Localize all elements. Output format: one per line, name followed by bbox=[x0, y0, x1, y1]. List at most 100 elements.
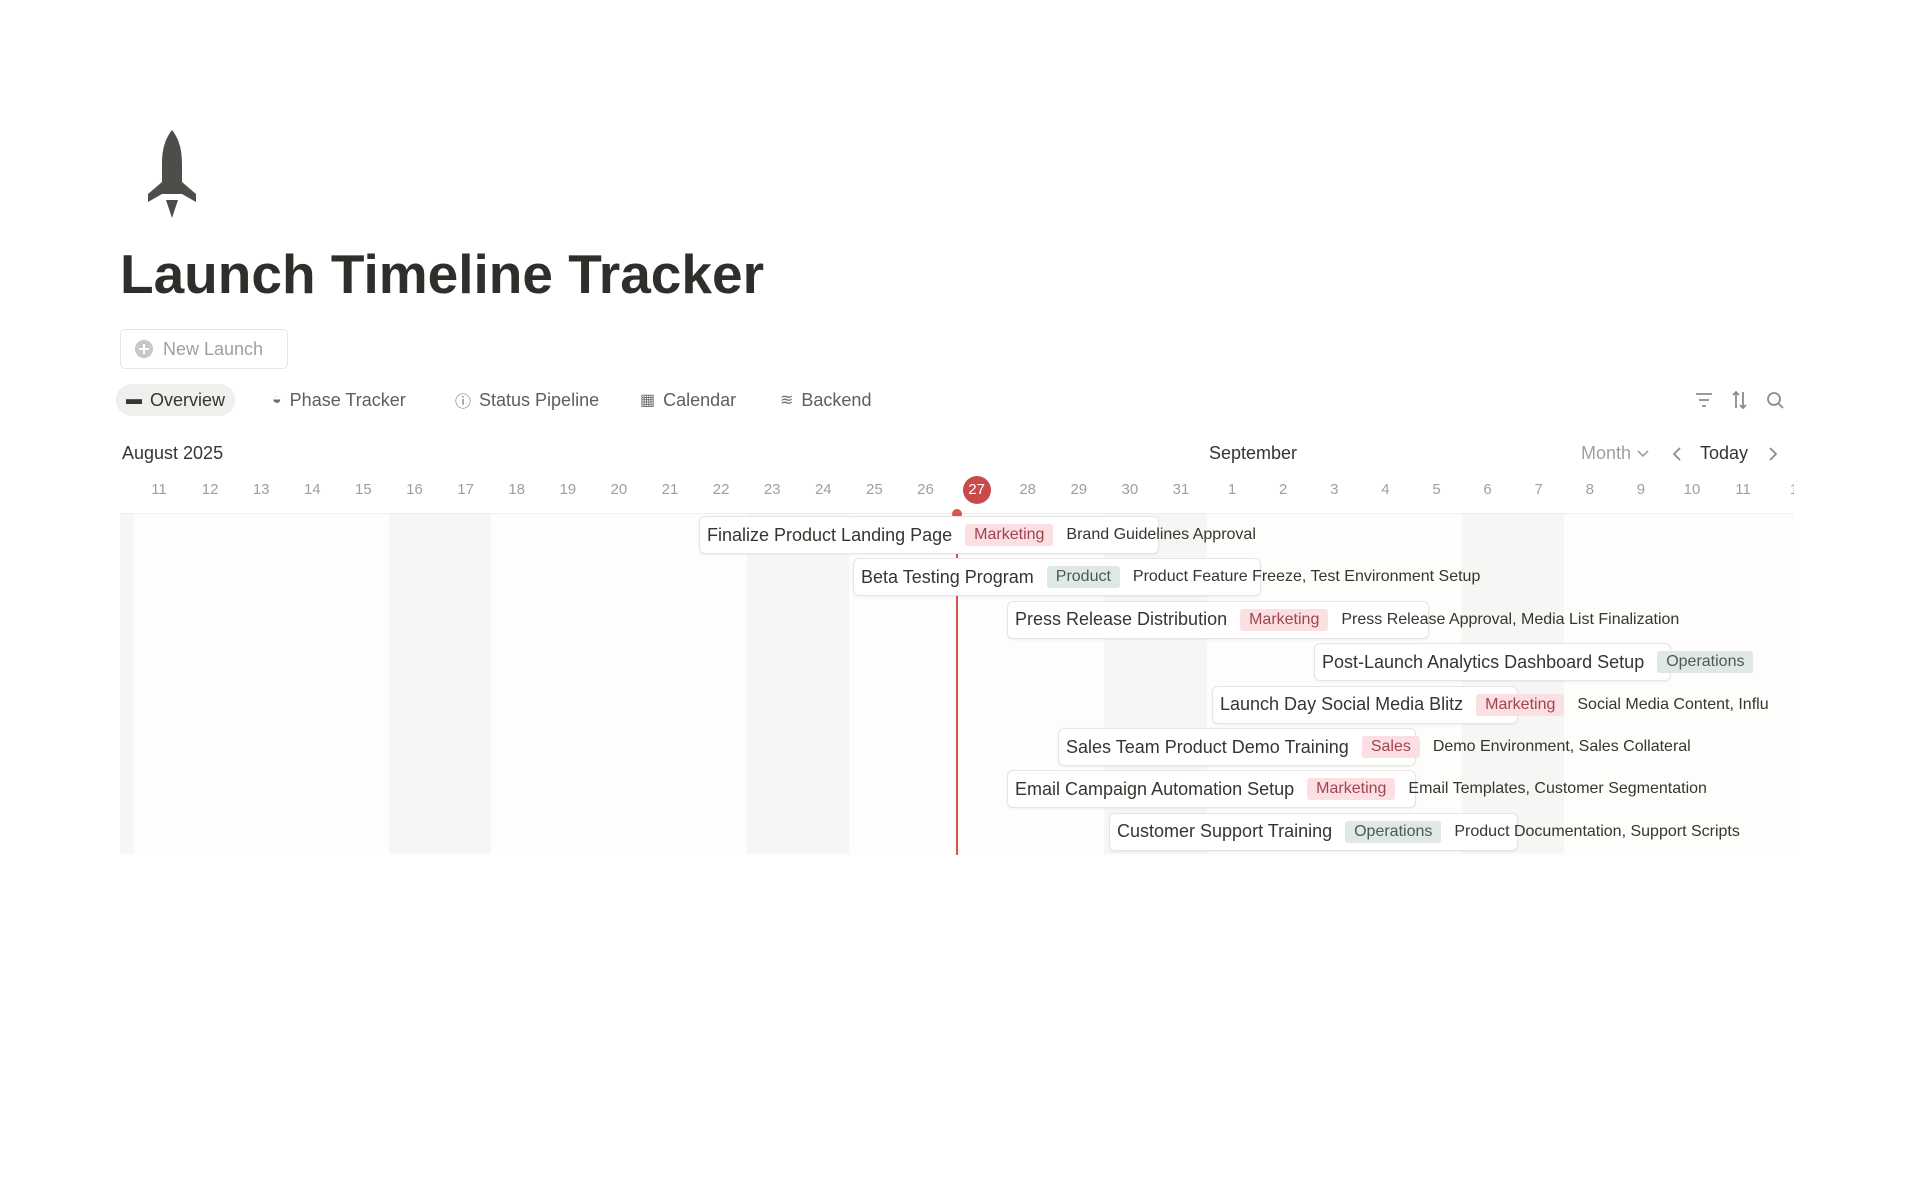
tab-label: Backend bbox=[801, 389, 872, 410]
sort-icon[interactable] bbox=[1732, 390, 1747, 410]
tab-icon: ≋ bbox=[780, 392, 794, 409]
timeline-item[interactable]: Email Campaign Automation Setup Marketing… bbox=[1007, 768, 1707, 810]
weekend-shade bbox=[120, 514, 134, 854]
item-name: Customer Support Training bbox=[1117, 821, 1333, 842]
tab[interactable]: ⓘ Status Pipeline bbox=[445, 384, 609, 416]
item-name: Press Release Distribution bbox=[1015, 609, 1228, 630]
item-tag: Marketing bbox=[1307, 778, 1396, 801]
tab[interactable]: ≋ Backend bbox=[770, 384, 881, 416]
item-tag: Sales bbox=[1361, 736, 1420, 758]
day-label: 2 bbox=[1279, 481, 1288, 498]
new-launch-button[interactable]: New Launch bbox=[120, 329, 288, 369]
timeline-bar[interactable] bbox=[1314, 643, 1671, 682]
timeline-item[interactable]: Press Release Distribution Marketing Press… bbox=[1007, 599, 1679, 641]
item-dependencies: Demo Environment, Sales Collateral bbox=[1432, 738, 1691, 755]
tab-label: Calendar bbox=[663, 389, 737, 410]
timeline-item[interactable]: Sales Team Product Demo Training Sales Dem… bbox=[1058, 726, 1691, 768]
day-label: 6 bbox=[1483, 481, 1492, 498]
timeline-item[interactable]: Customer Support Training Operations Produ… bbox=[1109, 811, 1740, 853]
day-label: 17 bbox=[457, 481, 474, 498]
page-title: Launch Timeline Tracker bbox=[120, 243, 764, 305]
item-name: Post-Launch Analytics Dashboard Setup bbox=[1322, 651, 1645, 672]
item-dependencies: Email Templates, Customer Segmentation bbox=[1408, 780, 1707, 798]
tab-icon: ▬ bbox=[126, 391, 142, 408]
day-label: 19 bbox=[559, 481, 577, 498]
item-name: Launch Day Social Media Blitz bbox=[1220, 694, 1464, 715]
day-label: 9 bbox=[1636, 481, 1646, 498]
day-label: 5 bbox=[1432, 481, 1441, 498]
toolbar-icons bbox=[1696, 390, 1784, 410]
item-dependencies: Brand Guidelines Approval bbox=[1066, 526, 1256, 543]
timeline-bar[interactable] bbox=[699, 516, 1159, 554]
timeline-bar[interactable] bbox=[1007, 600, 1429, 639]
tab[interactable]: ◒ Phase Tracker bbox=[262, 384, 416, 416]
tab-icon: ◒ bbox=[272, 391, 282, 408]
day-label: 23 bbox=[763, 481, 781, 498]
timeline-item[interactable]: Beta Testing Program Product Product Featu… bbox=[853, 556, 1480, 598]
today-dot bbox=[952, 509, 962, 519]
day-label: 21 bbox=[661, 481, 679, 498]
day-label: 26 bbox=[917, 481, 934, 498]
next-button[interactable] bbox=[1766, 446, 1780, 462]
timeline-bar[interactable] bbox=[1058, 728, 1416, 766]
plus-icon bbox=[135, 340, 153, 358]
day-label: 1 bbox=[1769, 479, 1794, 501]
item-name: Finalize Product Landing Page bbox=[707, 524, 953, 545]
timeline-item[interactable]: Post-Launch Analytics Dashboard Setup Ope… bbox=[1314, 641, 1754, 683]
day-label: 3 bbox=[1330, 481, 1339, 498]
timeline-item[interactable]: Launch Day Social Media Blitz Marketing So… bbox=[1212, 684, 1769, 726]
day-label: 14 bbox=[303, 481, 321, 498]
day-label: 11 bbox=[151, 481, 167, 498]
weekend-shade bbox=[389, 514, 492, 854]
day-label: 7 bbox=[1534, 481, 1543, 498]
day-label: 11 bbox=[1735, 481, 1751, 498]
item-tag: Product bbox=[1046, 566, 1120, 589]
tab-icon: ▦ bbox=[640, 392, 656, 409]
month-label: August 2025 bbox=[122, 443, 224, 463]
day-label: 15 bbox=[355, 481, 372, 498]
weekend-shade bbox=[746, 514, 849, 854]
item-dependencies: Social Media Content, Influ bbox=[1577, 695, 1769, 713]
day-label: 1 bbox=[1227, 481, 1237, 498]
search-icon[interactable] bbox=[1767, 392, 1781, 406]
day-label: 25 bbox=[866, 481, 883, 498]
item-name: Email Campaign Automation Setup bbox=[1015, 778, 1295, 799]
day-label: 16 bbox=[406, 481, 423, 498]
prev-button[interactable] bbox=[1670, 446, 1684, 462]
day-label: 12 bbox=[201, 481, 219, 498]
new-launch-label: New Launch bbox=[163, 338, 264, 359]
item-dependencies: Product Documentation, Support Scripts bbox=[1454, 822, 1740, 840]
item-dependencies: Press Release Approval, Media List Final… bbox=[1341, 610, 1680, 628]
day-label: 20 bbox=[610, 481, 628, 498]
day-label: 4 bbox=[1381, 481, 1390, 498]
item-dependencies: Product Feature Freeze, Test Environment… bbox=[1132, 568, 1481, 586]
chevron bbox=[1637, 449, 1649, 457]
item-tag: Marketing bbox=[965, 524, 1054, 546]
month-label: September bbox=[1209, 443, 1298, 463]
day-label: 24 bbox=[814, 481, 832, 498]
day-label: 10 bbox=[1683, 481, 1701, 498]
timeline: 11 12 13 14 15 16 17 18 19 20 21 22 23 24 25 26 27 28 29 30… bbox=[120, 474, 1794, 856]
timeline-bar[interactable] bbox=[1212, 685, 1518, 724]
timeline-item[interactable]: Finalize Product Landing Page Marketing Br… bbox=[699, 514, 1256, 556]
rocket-icon bbox=[148, 130, 196, 218]
weekend-shade bbox=[1462, 514, 1565, 854]
today-button[interactable]: Today bbox=[1700, 443, 1749, 463]
item-name: Sales Team Product Demo Training bbox=[1066, 736, 1349, 757]
tab[interactable]: ▬ Overview bbox=[116, 384, 236, 416]
item-tag: Operations bbox=[1657, 651, 1754, 674]
day-label: 13 bbox=[252, 481, 270, 498]
tab-label: Phase Tracker bbox=[289, 389, 406, 410]
day-label: 30 bbox=[1121, 481, 1139, 498]
day-label: 8 bbox=[1585, 481, 1594, 498]
day-label: 31 bbox=[1172, 481, 1190, 498]
item-tag: Operations bbox=[1345, 820, 1442, 843]
view-selector[interactable]: Month bbox=[1581, 443, 1649, 464]
tab-icon: ⓘ bbox=[455, 394, 472, 411]
filter-icon[interactable] bbox=[1696, 393, 1712, 407]
tab[interactable]: ▦ Calendar bbox=[630, 384, 746, 416]
day-label: 22 bbox=[712, 481, 730, 498]
timeline-bar[interactable] bbox=[1109, 812, 1518, 851]
item-tag: Marketing bbox=[1240, 608, 1329, 631]
